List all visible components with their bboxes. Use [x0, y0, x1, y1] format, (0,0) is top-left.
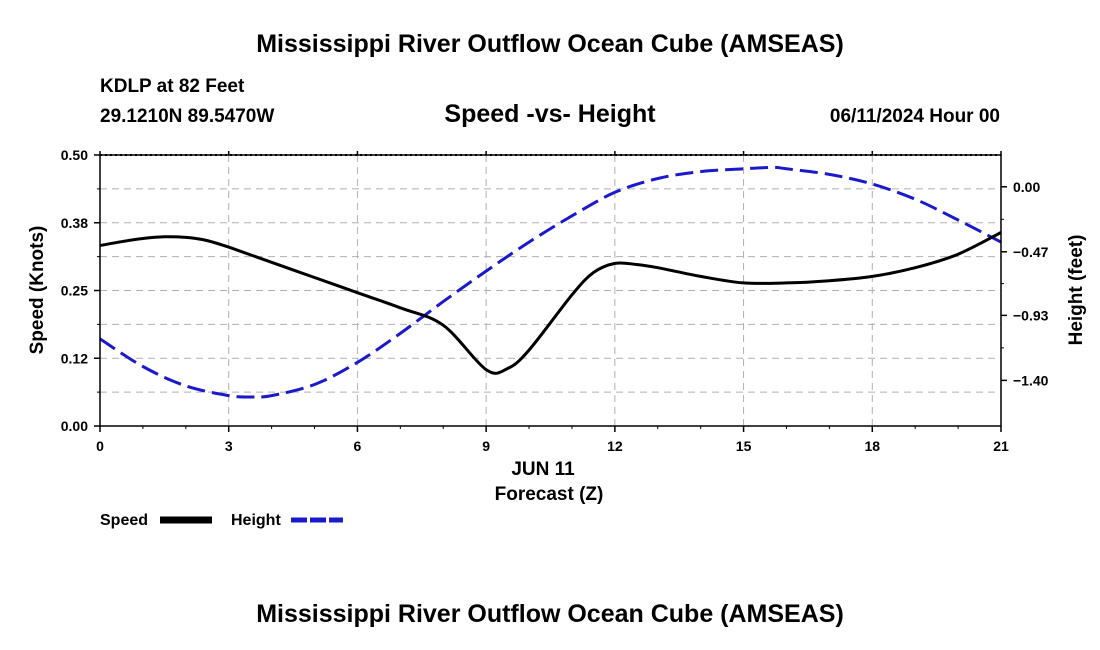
y-tick-label: 0.25: [61, 283, 88, 299]
y-tick-label: 0.38: [61, 215, 88, 231]
y-tick-label: 0.12: [61, 350, 88, 366]
y2-axis-label: Height (feet): [1066, 235, 1087, 346]
footer-title: Mississippi River Outflow Ocean Cube (AM…: [256, 600, 844, 628]
y-tick-label: 0.00: [61, 418, 88, 434]
x-tick-label: 12: [607, 438, 623, 454]
coordinates-label: 29.1210N 89.5470W: [100, 106, 275, 127]
x-tick-label: 0: [96, 438, 104, 454]
y2-tick-label: −1.40: [1013, 372, 1049, 388]
chart-subtitle: Speed -vs- Height: [444, 100, 656, 128]
x-tick-label: 3: [225, 438, 233, 454]
x-date-label: JUN 11: [511, 459, 575, 480]
station-label: KDLP at 82 Feet: [100, 76, 245, 97]
x-tick-label: 6: [354, 438, 362, 454]
speed-series-line: [99, 231, 1002, 375]
chart-main-title: Mississippi River Outflow Ocean Cube (AM…: [256, 30, 844, 58]
y2-tick-label: 0.00: [1013, 179, 1040, 195]
legend-speed-label: Speed: [100, 512, 148, 529]
forecast-date-label: 06/11/2024 Hour 00: [829, 106, 1000, 127]
height-series-line: [99, 165, 1002, 399]
x-tick-label: 18: [864, 438, 880, 454]
x-tick-label: 15: [736, 438, 752, 454]
legend-height-label: Height: [231, 512, 281, 529]
x-axis-label: Forecast (Z): [495, 484, 604, 505]
grid-lines: [100, 154, 1001, 426]
x-tick-label: 9: [482, 438, 490, 454]
y-axis-label: Speed (Knots): [27, 226, 48, 355]
x-tick-label: 21: [993, 438, 1009, 454]
y2-tick-label: −0.47: [1013, 244, 1049, 260]
y2-tick-label: −0.93: [1013, 307, 1049, 323]
axis-ticks: 0 3 6 9 12 15 18 21 0.00 0.12 0.25 0.38 0.50 0.00 −0.4…: [61, 147, 1049, 454]
y-tick-label: 0.50: [61, 147, 88, 163]
series-layer: [99, 165, 1002, 399]
